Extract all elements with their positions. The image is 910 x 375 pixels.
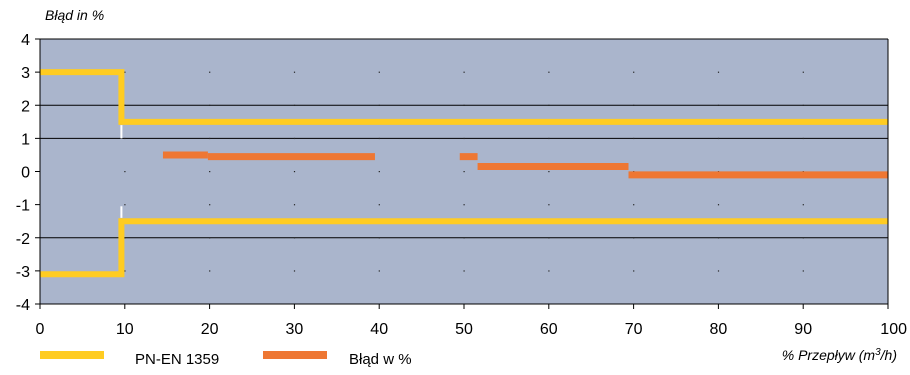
y-tick-label: 2 — [21, 98, 30, 115]
series-pn-en-1359-lower-line — [40, 218, 888, 278]
grid-dot — [378, 171, 380, 173]
grid-dot — [633, 71, 635, 73]
grid-dot — [717, 137, 720, 140]
y-tick-label: 0 — [21, 165, 30, 182]
x-tick-label: 40 — [370, 321, 388, 338]
grid-dot — [633, 237, 635, 239]
y-tick-label: -2 — [16, 231, 30, 248]
grid-dot — [209, 137, 211, 140]
grid-dot — [124, 104, 126, 106]
grid-dot — [378, 270, 380, 272]
legend-label-pn-en-1359: PN-EN 1359 — [135, 351, 219, 368]
grid-dot — [293, 104, 296, 106]
grid-dot — [548, 237, 550, 239]
x-tick-label: 50 — [455, 321, 473, 338]
grid-dot — [802, 204, 804, 206]
grid-dot — [717, 204, 720, 206]
grid-dot — [209, 270, 211, 272]
x-tick-label: 90 — [794, 321, 812, 338]
grid-dot — [124, 237, 126, 239]
grid-dot — [548, 270, 550, 272]
grid-dot — [293, 237, 296, 239]
legend: PN-EN 1359 Błąd w % — [40, 351, 412, 368]
grid-dot — [293, 171, 296, 173]
grid-dot — [717, 270, 720, 272]
x-axis-label-suffix: /h) — [880, 347, 897, 363]
grid-dot — [124, 71, 126, 73]
grid-dot — [209, 104, 211, 106]
y-tick-label: -3 — [16, 264, 30, 281]
x-axis-label-prefix: % Przepływ (m — [782, 347, 876, 363]
grid-dot — [633, 137, 635, 140]
grid-dot — [548, 137, 550, 140]
x-tick-label: 80 — [710, 321, 728, 338]
x-tick-label: 0 — [36, 321, 45, 338]
y-tick-label: -4 — [16, 297, 30, 314]
series-pn-en-1359-upper-line — [40, 69, 888, 125]
grid-dot — [463, 270, 465, 272]
grid-dot — [717, 104, 720, 106]
legend-label-blad-w-procent: Błąd w % — [349, 351, 412, 368]
grid-dot — [548, 71, 550, 73]
grid-dot — [717, 237, 720, 239]
grid-dot — [293, 204, 296, 206]
grid-dot — [548, 104, 550, 106]
grid-dot — [378, 204, 380, 206]
grid-dot — [633, 204, 635, 206]
grid — [40, 71, 888, 272]
x-tick-label: 60 — [540, 321, 558, 338]
grid-dot — [209, 171, 211, 173]
grid-dot — [209, 204, 211, 206]
grid-dot — [802, 71, 804, 73]
grid-dot — [802, 270, 804, 272]
grid-dot — [378, 104, 380, 106]
y-tick-label: 1 — [21, 131, 30, 148]
axis-labels: Błąd in % % Przepływ (m3/h) — [45, 7, 897, 363]
grid-dot — [717, 71, 720, 73]
grid-dot — [293, 270, 296, 272]
grid-dot — [633, 270, 635, 272]
grid-dot — [378, 137, 380, 140]
grid-dot — [548, 171, 550, 173]
x-tick-label: 100 — [880, 321, 907, 338]
grid-dot — [378, 237, 380, 239]
grid-dot — [463, 71, 465, 73]
legend-swatch-blad-w-procent — [263, 351, 327, 359]
series-layer — [40, 69, 888, 278]
grid-dot — [378, 71, 380, 73]
grid-dot — [548, 204, 550, 206]
y-axis-label: Błąd in % — [45, 7, 104, 23]
grid-dot — [124, 270, 126, 272]
y-tick-label: 3 — [21, 65, 30, 82]
grid-dot — [802, 237, 804, 239]
y-tick-label: -1 — [16, 198, 30, 215]
grid-dot — [124, 171, 126, 173]
grid-dot — [802, 137, 804, 140]
x-tick-label: 30 — [286, 321, 304, 338]
x-tick-label: 10 — [116, 321, 134, 338]
grid-dot — [463, 171, 465, 173]
grid-dot — [209, 237, 211, 239]
grid-dot — [209, 71, 211, 73]
x-axis-label: % Przepływ (m3/h) — [782, 347, 897, 363]
x-tick-label: 70 — [625, 321, 643, 338]
grid-dot — [802, 104, 804, 106]
grid-dot — [463, 204, 465, 206]
grid-dot — [293, 137, 296, 140]
x-axis-label-superscript: 3 — [875, 347, 881, 358]
grid-dot — [124, 137, 126, 140]
grid-dot — [463, 237, 465, 239]
grid-dot — [463, 104, 465, 106]
grid-dot — [293, 71, 296, 73]
x-tick-label: 20 — [201, 321, 219, 338]
grid-dot — [633, 104, 635, 106]
grid-dot — [124, 204, 126, 206]
legend-swatch-pn-en-1359 — [40, 351, 104, 359]
grid-dot — [463, 137, 465, 140]
y-tick-label: 4 — [21, 32, 30, 49]
